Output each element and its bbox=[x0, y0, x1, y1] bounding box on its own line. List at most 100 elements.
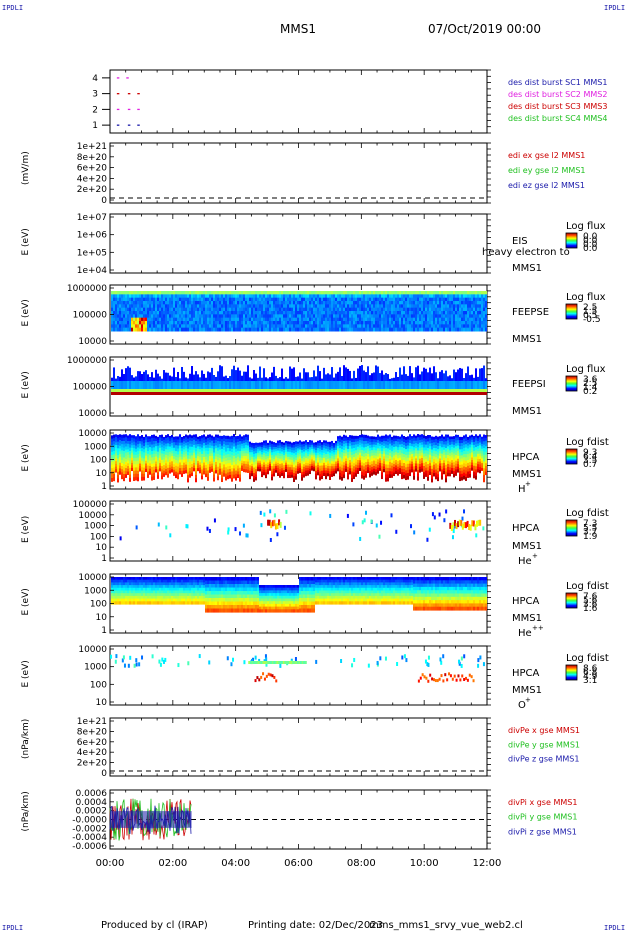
hpca-h-cell bbox=[289, 467, 291, 471]
feepse-cell bbox=[377, 294, 379, 299]
feepse-cell bbox=[117, 294, 119, 299]
feepse-cell bbox=[399, 324, 401, 329]
hpca-h-cell bbox=[159, 458, 161, 462]
feepse-cell bbox=[387, 301, 389, 305]
feepse-cell bbox=[421, 324, 423, 329]
feepsi-cell bbox=[245, 371, 247, 388]
feepse-cell bbox=[475, 324, 477, 329]
hpca-h-cell bbox=[275, 457, 277, 461]
hpca-h-cell bbox=[303, 469, 305, 473]
feepse-cell bbox=[355, 294, 357, 299]
feepse-cell bbox=[451, 307, 453, 312]
hpca-h-cell bbox=[225, 442, 227, 446]
hpca-h-cell bbox=[277, 462, 279, 467]
hpca-h-cell bbox=[279, 474, 281, 478]
hpca-h-cell bbox=[123, 440, 125, 445]
feepse-cell bbox=[311, 301, 313, 305]
hpca-h-cell bbox=[253, 470, 255, 474]
feepse-cell bbox=[357, 324, 359, 329]
feepse-cell bbox=[323, 317, 325, 322]
feepse-cell bbox=[455, 324, 457, 329]
hpca-h-cell bbox=[275, 455, 277, 459]
feepse-cell bbox=[273, 291, 275, 295]
hpca-h-cell bbox=[209, 445, 211, 449]
feepse-cell bbox=[151, 294, 153, 299]
feepse-cell bbox=[323, 307, 325, 312]
hpca-h-cell bbox=[251, 447, 253, 451]
feepse-cell bbox=[289, 291, 291, 295]
hpca-h-cell bbox=[283, 470, 285, 474]
feepse-cell bbox=[275, 294, 277, 299]
feepse-cell bbox=[205, 324, 207, 329]
hpca-h-cell bbox=[139, 466, 141, 470]
feepsi-cell bbox=[299, 372, 301, 388]
feepse-cell bbox=[257, 314, 259, 319]
hpca-h-cell bbox=[153, 437, 155, 442]
feepse-cell bbox=[137, 291, 139, 295]
feepse-cell bbox=[283, 324, 285, 329]
feepse-cell bbox=[355, 297, 357, 302]
hpca-h-cell bbox=[125, 471, 127, 475]
feepse-cell bbox=[389, 301, 391, 305]
feepse-cell bbox=[389, 327, 391, 332]
feepse-cell bbox=[239, 294, 241, 299]
feepse-cell bbox=[323, 297, 325, 302]
feepse-cell bbox=[431, 304, 433, 309]
hpca-h-cell bbox=[305, 445, 307, 449]
feepse-cell bbox=[347, 311, 349, 315]
feepse-cell bbox=[131, 317, 133, 322]
hpca-h-cell bbox=[249, 467, 251, 472]
feepse-cell bbox=[293, 321, 295, 325]
feepsi-cell bbox=[121, 369, 123, 388]
hpca-h-cell bbox=[245, 447, 247, 452]
feepse-cell bbox=[427, 311, 429, 315]
hpca-h-cell bbox=[247, 469, 249, 473]
feepsi-cell bbox=[263, 381, 265, 389]
feepse-cell bbox=[349, 294, 351, 299]
hpca-h-cell bbox=[255, 463, 257, 468]
feepse-cell bbox=[283, 311, 285, 315]
hpca-h-cell bbox=[123, 434, 125, 439]
feepse-cell bbox=[181, 304, 183, 309]
feepse-cell bbox=[127, 314, 129, 319]
feepse-cell bbox=[315, 321, 317, 325]
feepsi-cell bbox=[411, 373, 413, 388]
feepse-cell bbox=[483, 314, 485, 319]
feepsi-cell bbox=[331, 392, 333, 395]
y-tick-label: 2 bbox=[92, 105, 98, 115]
hpca-h-cell bbox=[241, 443, 243, 447]
hpca-h-cell bbox=[113, 477, 115, 482]
feepse-cell bbox=[171, 317, 173, 322]
instrument-sc-label: MMS1 bbox=[512, 406, 542, 417]
feepse-cell bbox=[439, 301, 441, 305]
feepsi-cell bbox=[377, 389, 379, 392]
hpca-h-cell bbox=[267, 458, 269, 462]
hpca-h-cell bbox=[205, 439, 207, 443]
feepse-cell bbox=[441, 317, 443, 322]
hpca-h-cell bbox=[219, 463, 221, 467]
feepsi-cell bbox=[413, 389, 415, 392]
feepse-cell bbox=[151, 307, 153, 312]
feepse-cell bbox=[363, 321, 365, 325]
feepse-cell bbox=[309, 301, 311, 305]
feepsi-cell bbox=[287, 392, 289, 395]
feepsi-cell bbox=[257, 392, 259, 395]
feepse-cell bbox=[129, 297, 131, 302]
feepse-cell bbox=[145, 307, 147, 312]
feepse-cell bbox=[445, 311, 447, 315]
hpca-h-cell bbox=[157, 463, 159, 468]
feepse-cell bbox=[113, 294, 115, 299]
hpca-h-cell bbox=[209, 464, 211, 468]
hpca-h-cell bbox=[233, 434, 235, 438]
hpca-h-cell bbox=[267, 442, 269, 446]
hpca-h-cell bbox=[157, 475, 159, 479]
hpca-h-cell bbox=[213, 458, 215, 463]
feepse-cell bbox=[185, 291, 187, 295]
feepse-cell bbox=[439, 307, 441, 312]
feepse-cell bbox=[367, 314, 369, 319]
hpca-h-cell bbox=[219, 446, 221, 451]
feepse-cell bbox=[227, 317, 229, 322]
feepse-cell bbox=[299, 317, 301, 322]
hpca-h-cell bbox=[259, 458, 261, 462]
feepse-cell bbox=[229, 327, 231, 332]
